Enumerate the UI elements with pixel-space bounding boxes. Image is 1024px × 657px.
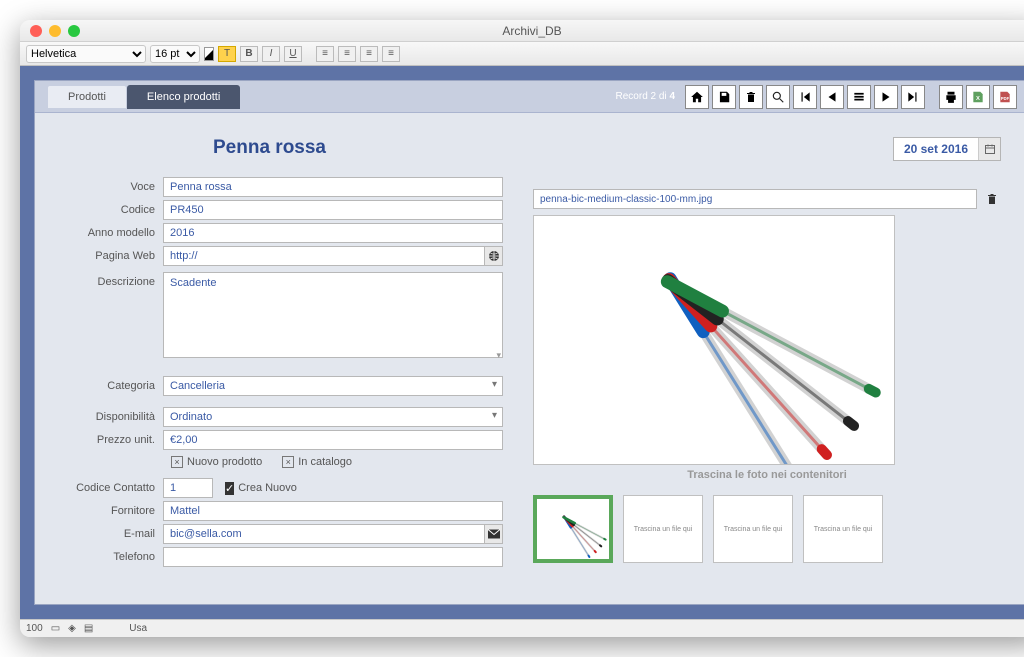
drag-hint: Trascina le foto nei contenitori [533,469,1001,481]
descr-input[interactable]: Scadente [163,272,503,358]
voce-label: Voce [63,177,163,193]
thumbnail-2[interactable]: Trascina un file qui [623,495,703,563]
textcolor-button[interactable]: T [218,46,236,62]
list-icon[interactable]: ▤ [84,623,93,634]
italic-button[interactable]: I [262,46,280,62]
align-right-button[interactable]: ≡ [360,46,378,62]
dispon-select[interactable] [163,407,503,427]
svg-text:PDF: PDF [1001,95,1010,100]
prev-record-button[interactable] [820,85,844,109]
telefono-input[interactable] [163,547,503,567]
page-title: Penna rossa [213,137,503,159]
layout-icon[interactable]: ▭ [51,623,60,634]
print-button[interactable] [939,85,963,109]
codcontatto-input[interactable] [163,478,213,498]
align-justify-button[interactable]: ≡ [382,46,400,62]
thumbnail-1[interactable] [533,495,613,563]
mode-label: Usa [129,623,147,634]
excel-export-button[interactable]: X [966,85,990,109]
first-record-button[interactable] [793,85,817,109]
resize-icon: ▾ [496,350,501,361]
align-left-button[interactable]: ≡ [316,46,334,62]
codice-label: Codice [63,200,163,216]
image-filename-input[interactable] [533,189,977,209]
svg-text:X: X [976,95,980,101]
tab-prodotti[interactable]: Prodotti [47,85,127,109]
descr-label: Descrizione [63,272,163,288]
zoom-level: 100 [26,623,43,634]
categoria-label: Categoria [63,376,163,392]
underline-button[interactable]: U [284,46,302,62]
codcontatto-label: Codice Contatto [63,478,163,494]
panel-header: Prodotti Elenco prodotti Record 2 di 4 [35,81,1024,113]
list-button[interactable] [847,85,871,109]
save-button[interactable] [712,85,736,109]
email-label: E-mail [63,524,163,540]
last-record-button[interactable] [901,85,925,109]
dispon-label: Disponibilità [63,407,163,423]
window-title: Archivi_DB [20,24,1024,38]
fornitore-label: Fornitore [63,501,163,517]
titlebar: Archivi_DB [20,20,1024,42]
align-center-button[interactable]: ≡ [338,46,356,62]
email-input[interactable] [163,524,484,544]
thumbnail-3[interactable]: Trascina un file qui [713,495,793,563]
nuovo-prodotto-checkbox[interactable]: ×Nuovo prodotto [171,456,262,468]
mail-icon[interactable] [484,524,503,544]
home-button[interactable] [685,85,709,109]
delete-image-button[interactable] [983,190,1001,208]
statusbar: 100 ▭ ◈ ▤ Usa [20,619,1024,637]
globe-icon[interactable] [484,246,503,266]
search-button[interactable] [766,85,790,109]
codice-input[interactable] [163,200,503,220]
web-input[interactable] [163,246,484,266]
fornitore-input[interactable] [163,501,503,521]
prezzo-input[interactable] [163,430,503,450]
prezzo-label: Prezzo unit. [63,430,163,446]
tab-elenco-prodotti[interactable]: Elenco prodotti [127,85,240,109]
date-field[interactable]: 20 set 2016 [893,137,1001,161]
thumbnail-4[interactable]: Trascina un file qui [803,495,883,563]
telefono-label: Telefono [63,547,163,563]
font-select[interactable]: Helvetica [26,45,146,63]
bold-button[interactable]: B [240,46,258,62]
anno-label: Anno modello [63,223,163,239]
format-toolbar: Helvetica 16 pt T B I U ≡ ≡ ≡ ≡ [20,42,1024,66]
record-indicator: Record 2 di 4 [616,91,675,102]
diagonal-swatch-icon[interactable] [204,47,214,61]
calendar-icon[interactable] [978,138,1000,160]
anno-input[interactable] [163,223,503,243]
categoria-select[interactable] [163,376,503,396]
next-record-button[interactable] [874,85,898,109]
image-preview [533,215,895,465]
voce-input[interactable] [163,177,503,197]
pdf-export-button[interactable]: PDF [993,85,1017,109]
in-catalogo-checkbox[interactable]: ×In catalogo [282,456,352,468]
delete-button[interactable] [739,85,763,109]
crea-nuovo-checkbox[interactable]: ✓Crea Nuovo [225,482,297,495]
popup-icon[interactable]: ◈ [68,623,76,634]
fontsize-select[interactable]: 16 pt [150,45,200,63]
web-label: Pagina Web [63,246,163,262]
